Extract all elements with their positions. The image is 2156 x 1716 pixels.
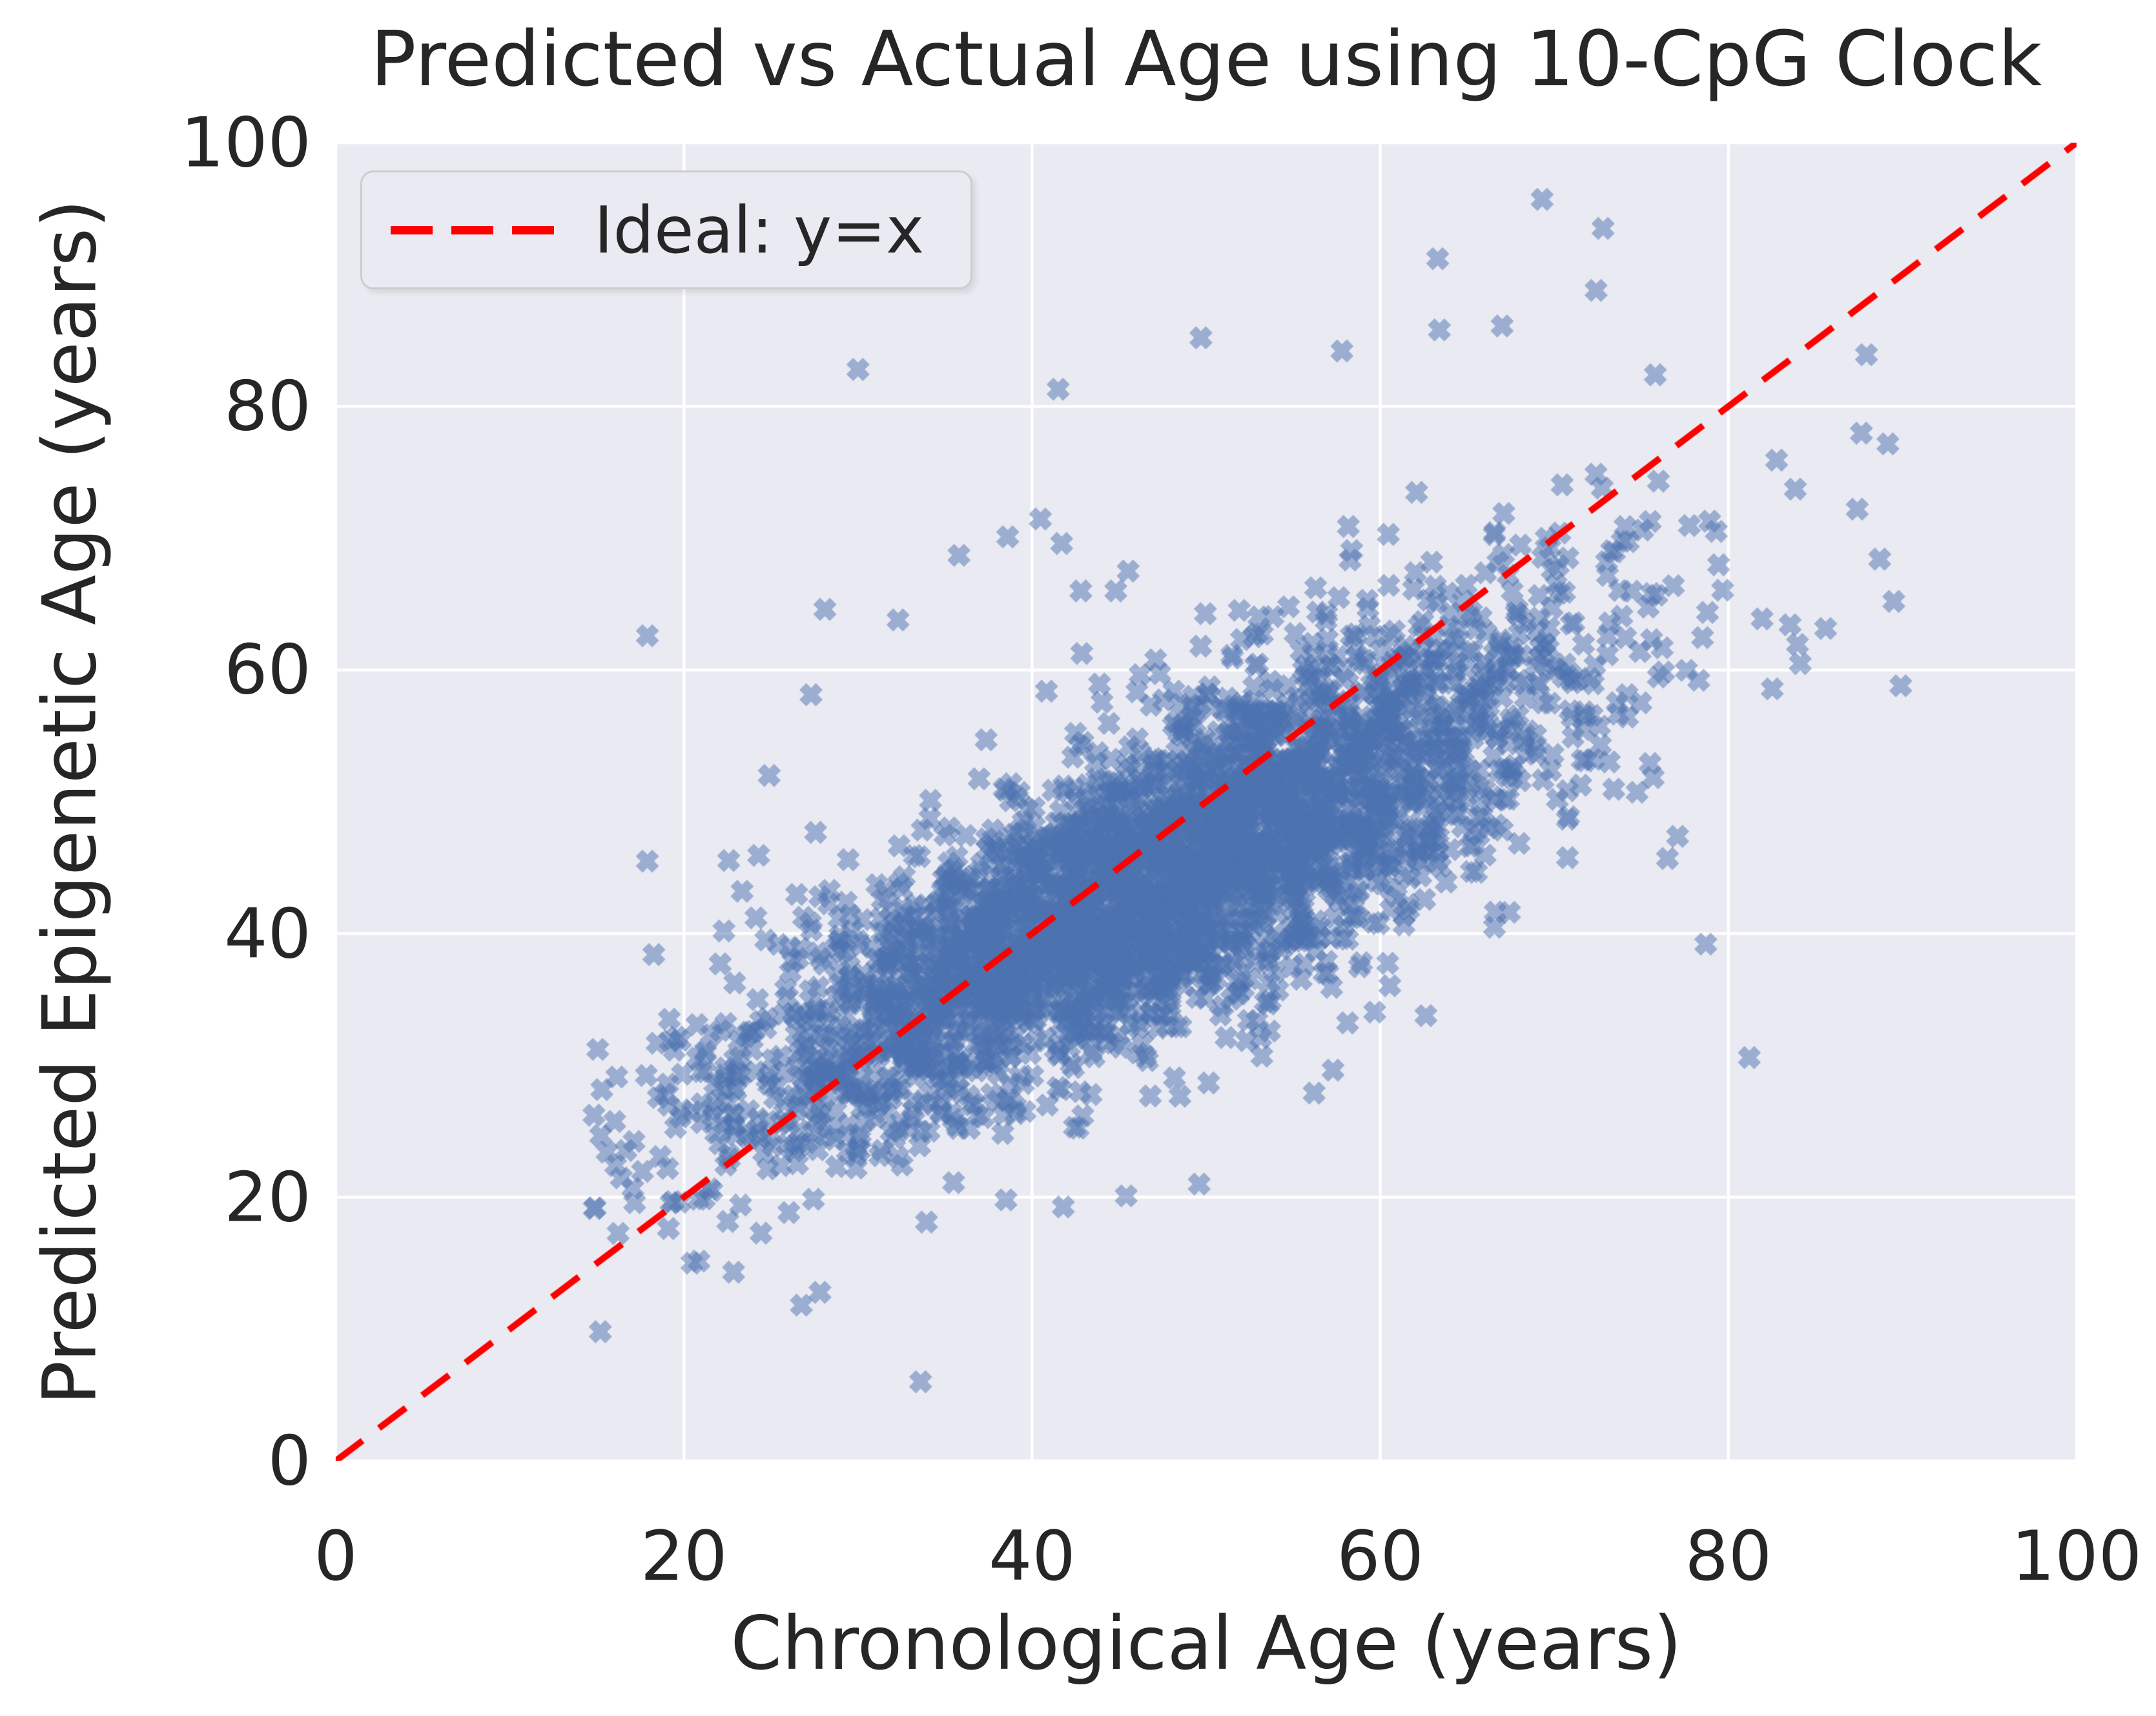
y-tick-label: 100: [180, 103, 311, 183]
x-tick-label: 0: [314, 1516, 358, 1596]
y-tick-label: 60: [224, 630, 311, 710]
y-tick-label: 20: [224, 1157, 311, 1237]
legend-entry-label: Ideal: y=x: [594, 192, 925, 268]
legend-dashed-line-swatch: [391, 225, 554, 234]
x-tick-label: 100: [2011, 1516, 2142, 1596]
y-tick-label: 40: [224, 894, 311, 974]
x-tick-label: 60: [1337, 1516, 1424, 1596]
chart-title: Predicted vs Actual Age using 10-CpG Clo…: [370, 14, 2042, 103]
legend: Ideal: y=x: [360, 171, 972, 289]
x-axis-label: Chronological Age (years): [730, 1600, 1682, 1686]
y-axis-label: Predicted Epigenetic Age (years): [26, 199, 113, 1405]
y-tick-label: 80: [224, 366, 311, 446]
y-tick-label: 0: [267, 1421, 311, 1501]
x-tick-label: 80: [1685, 1516, 1772, 1596]
x-tick-label: 40: [988, 1516, 1076, 1596]
x-tick-label: 20: [640, 1516, 728, 1596]
